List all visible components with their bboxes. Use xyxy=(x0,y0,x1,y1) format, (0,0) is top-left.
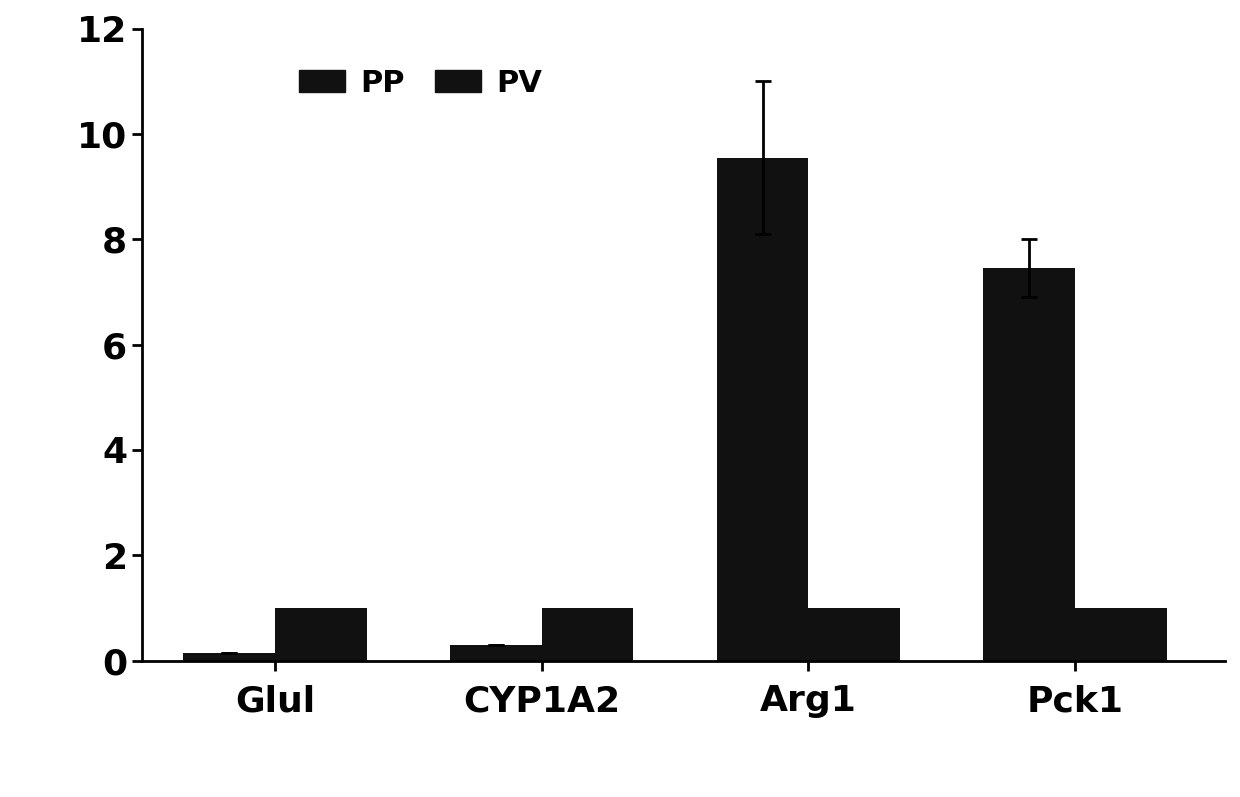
Bar xyxy=(542,608,634,661)
Bar xyxy=(717,158,808,661)
Bar xyxy=(1075,608,1167,661)
Bar xyxy=(275,608,367,661)
Bar xyxy=(983,268,1075,661)
Bar xyxy=(450,645,542,661)
Bar xyxy=(184,653,275,661)
Bar xyxy=(808,608,900,661)
Legend: PP, PV: PP, PV xyxy=(288,57,554,110)
